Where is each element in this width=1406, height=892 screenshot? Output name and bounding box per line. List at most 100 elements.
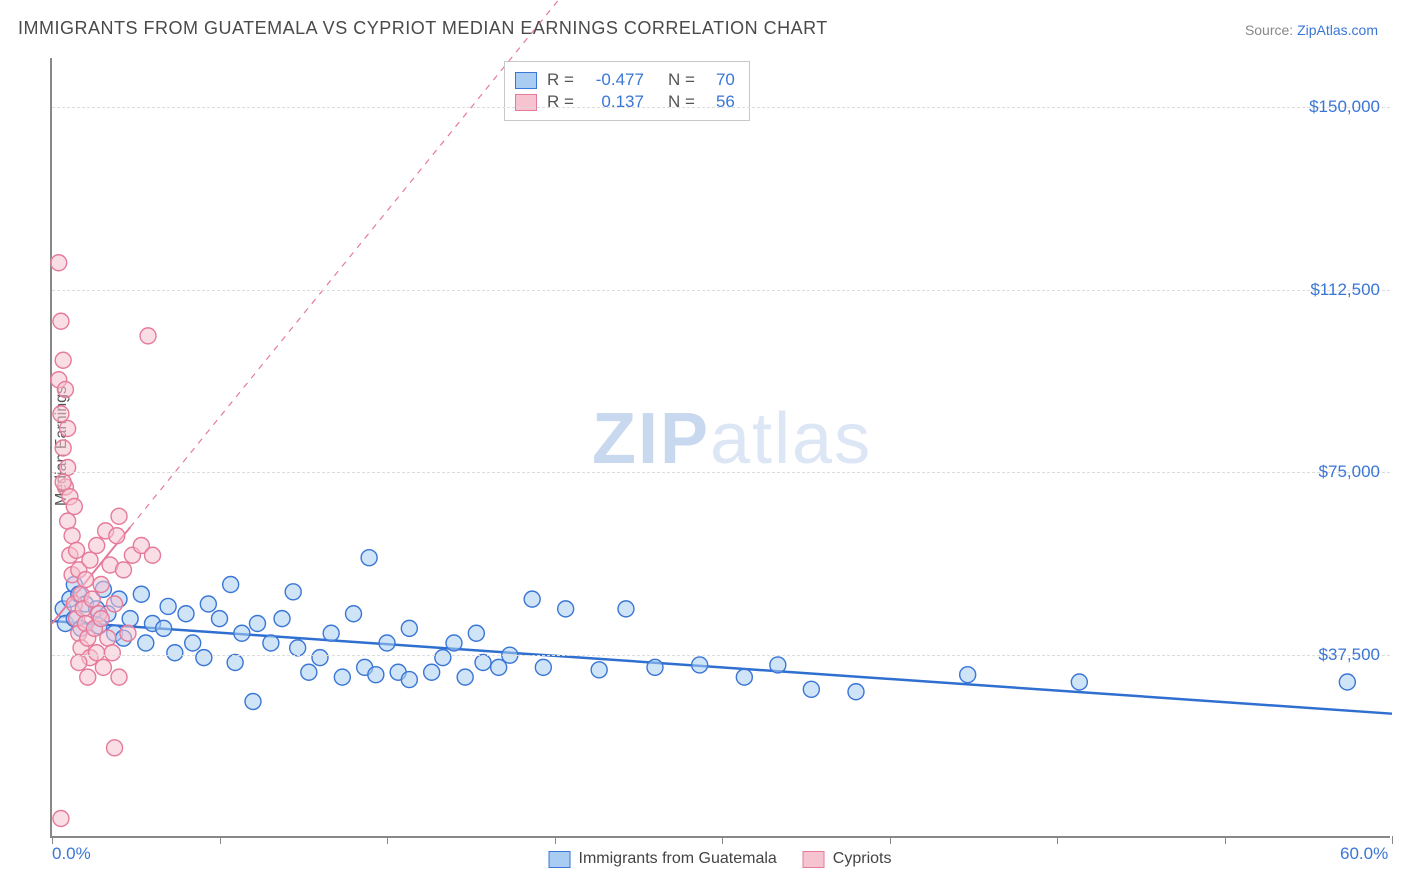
data-point [245,694,261,710]
data-point [334,669,350,685]
legend: Immigrants from Guatemala Cypriots [549,850,892,868]
source-link[interactable]: ZipAtlas.com [1297,22,1378,38]
data-point [53,811,69,827]
data-point [145,547,161,563]
data-point [263,635,279,651]
legend-label: Cypriots [833,850,892,868]
data-point [69,542,85,558]
data-point [290,640,306,656]
stat-n-label: N = [668,92,695,112]
stat-r-label: R = [547,92,574,112]
scatter-svg [52,58,1390,836]
x-tick [890,836,891,844]
legend-swatch [803,851,825,868]
y-tick-label: $112,500 [1310,280,1380,300]
stats-row: R =0.137N =56 [515,92,735,112]
data-point [1071,674,1087,690]
data-point [960,667,976,683]
data-point [770,657,786,673]
data-point [178,606,194,622]
plot-region: ZIPatlas R =-0.477N =70R =0.137N =56 $37… [50,58,1390,838]
data-point [249,616,265,632]
data-point [379,635,395,651]
x-tick [722,836,723,844]
data-point [122,611,138,627]
stat-r-value: 0.137 [584,92,644,112]
gridline-h [52,290,1390,291]
data-point [591,662,607,678]
data-point [140,328,156,344]
data-point [115,562,131,578]
data-point [167,645,183,661]
x-tick [1392,836,1393,844]
data-point [89,645,105,661]
correlation-stats-box: R =-0.477N =70R =0.137N =56 [504,61,750,121]
data-point [53,406,69,422]
data-point [156,620,172,636]
data-point [93,611,109,627]
x-tick-label: 0.0% [52,844,91,864]
data-point [736,669,752,685]
data-point [401,672,417,688]
data-point [647,659,663,675]
data-point [64,528,80,544]
data-point [346,606,362,622]
data-point [84,591,100,607]
data-point [212,611,228,627]
stat-n-value: 70 [705,70,735,90]
data-point [848,684,864,700]
data-point [223,577,239,593]
data-point [80,669,96,685]
data-point [323,625,339,641]
series-swatch [515,72,537,89]
x-tick [52,836,53,844]
y-tick-label: $150,000 [1309,97,1380,117]
data-point [524,591,540,607]
x-tick [1057,836,1058,844]
chart-title: IMMIGRANTS FROM GUATEMALA VS CYPRIOT MED… [18,18,828,39]
legend-swatch [549,851,571,868]
data-point [71,655,87,671]
data-point [535,659,551,675]
x-tick [387,836,388,844]
data-point [100,630,116,646]
data-point [196,650,212,666]
data-point [803,681,819,697]
source-label: Source: [1245,22,1293,38]
data-point [111,669,127,685]
data-point [78,572,94,588]
data-point [361,550,377,566]
data-point [234,625,250,641]
data-point [55,352,71,368]
data-point [274,611,290,627]
data-point [446,635,462,651]
stat-n-label: N = [668,70,695,90]
y-tick-label: $37,500 [1319,645,1380,665]
chart-area: ZIPatlas R =-0.477N =70R =0.137N =56 $37… [50,58,1390,838]
data-point [89,538,105,554]
data-point [120,625,136,641]
data-point [301,664,317,680]
data-point [60,421,76,437]
data-point [95,659,111,675]
x-tick-label: 60.0% [1340,844,1388,864]
legend-label: Immigrants from Guatemala [579,850,777,868]
data-point [82,552,98,568]
data-point [200,596,216,612]
data-point [185,635,201,651]
data-point [160,598,176,614]
data-point [55,440,71,456]
legend-item: Immigrants from Guatemala [549,850,777,868]
gridline-h [52,472,1390,473]
data-point [401,620,417,636]
data-point [60,513,76,529]
data-point [93,577,109,593]
x-tick [220,836,221,844]
data-point [368,667,384,683]
data-point [285,584,301,600]
data-point [107,596,123,612]
legend-item: Cypriots [803,850,892,868]
stats-row: R =-0.477N =70 [515,70,735,90]
data-point [475,655,491,671]
data-point [692,657,708,673]
